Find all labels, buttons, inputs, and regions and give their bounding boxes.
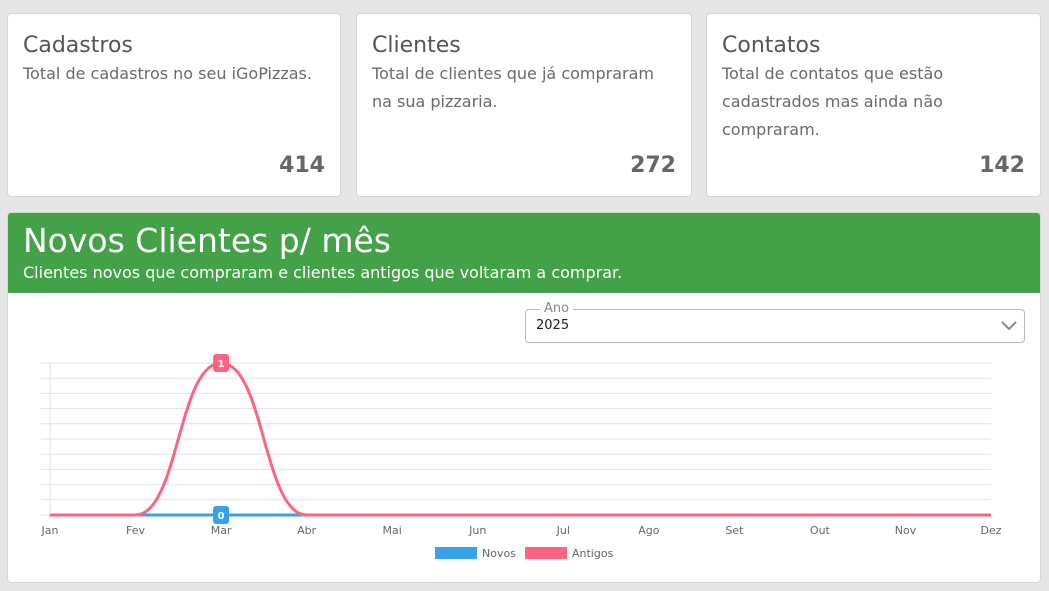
x-tick-label: Abr — [297, 524, 317, 537]
data-label: 1 — [218, 359, 225, 370]
line-chart: Jan Fev Mar Abr Mai Jun Jul Ago Set Out Nov Dez 0 1 No… — [41, 354, 1002, 560]
card-value: 142 — [979, 153, 1025, 178]
card-description: Total de clientes que já compraram na su… — [372, 64, 654, 111]
year-select-value: 2025 — [536, 318, 570, 333]
novos-clientes-panel: Novos Clientes p/ mês Clientes novos que… — [7, 212, 1041, 583]
x-tick-label: Mai — [383, 524, 402, 537]
x-tick-label: Jun — [468, 524, 486, 537]
x-tick-label: Fev — [126, 524, 145, 537]
x-tick-label: Mar — [211, 524, 232, 537]
chevron-down-icon — [1000, 318, 1018, 337]
chart-header: Novos Clientes p/ mês Clientes novos que… — [8, 213, 1040, 293]
card-value: 414 — [279, 153, 325, 178]
card-title: Cadastros — [23, 33, 133, 58]
chart-title: Novos Clientes p/ mês — [23, 221, 391, 260]
data-label: 0 — [218, 511, 225, 522]
x-tick-label: Dez — [980, 524, 1001, 537]
x-tick-label: Out — [810, 524, 831, 537]
x-tick-label: Set — [725, 524, 744, 537]
year-select[interactable]: Ano 2025 — [525, 301, 1025, 343]
card-description: Total de contatos que estão cadastrados … — [722, 64, 944, 139]
card-cadastros: Cadastros Total de cadastros no seu iGoP… — [7, 13, 341, 197]
card-title: Clientes — [372, 33, 461, 58]
x-tick-label: Jul — [556, 524, 570, 537]
chart-subtitle: Clientes novos que compraram e clientes … — [23, 263, 623, 282]
card-title: Contatos — [722, 33, 821, 58]
x-tick-label: Jan — [41, 524, 59, 537]
legend-label-novos: Novos — [482, 547, 516, 560]
card-description: Total de cadastros no seu iGoPizzas. — [23, 64, 312, 83]
data-label-box — [213, 506, 230, 524]
year-select-label: Ano — [540, 301, 574, 316]
series-line-antigos — [50, 361, 991, 517]
x-tick-label: Nov — [895, 524, 917, 537]
legend-label-antigos: Antigos — [572, 547, 614, 560]
legend-swatch-novos — [435, 547, 477, 559]
legend-swatch-antigos — [525, 547, 567, 559]
data-label-box — [213, 354, 230, 372]
card-contatos: Contatos Total de contatos que estão cad… — [706, 13, 1041, 197]
x-tick-label: Ago — [638, 524, 660, 537]
card-clientes: Clientes Total de clientes que já compra… — [356, 13, 692, 197]
card-value: 272 — [630, 153, 676, 178]
